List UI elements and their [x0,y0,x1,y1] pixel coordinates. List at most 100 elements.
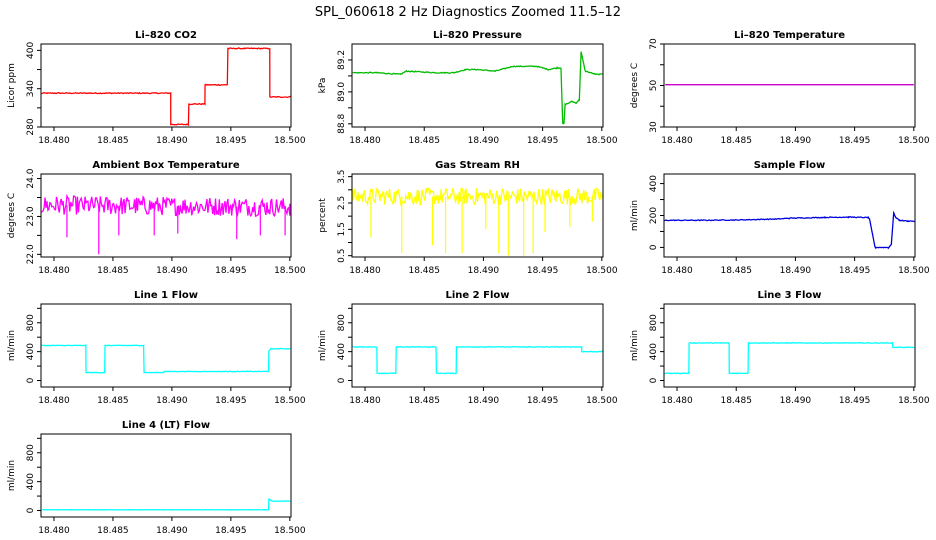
panel-title: Line 2 Flow [446,290,510,301]
x-tick-label: 18.490 [468,266,500,276]
plot-frame [663,303,916,388]
panel-title: Li–820 Temperature [734,30,845,41]
x-tick-label: 18.495 [215,136,247,146]
x-tick-label: 18.490 [468,396,500,406]
y-axis-label: degrees C [7,193,17,238]
y-tick-label: 0 [337,377,347,383]
x-tick-label: 18.485 [408,266,440,276]
panel-grid: Li–820 CO2 Licor ppm 18.480 18.485 18.490 18.… [7,30,930,536]
y-tick-label: 0 [26,377,36,383]
x-tick-label: 18.480 [38,526,70,536]
x-tick-label: 18.480 [38,266,70,276]
x-tick-label: 18.490 [156,526,188,536]
y-tick-label: 22.0 [26,244,36,264]
plot-frame [663,173,916,258]
series-line [352,345,603,375]
y-axis-label: ml/min [318,330,328,361]
x-tick-label: 18.490 [156,266,188,276]
y-tick-label: 23.0 [26,206,36,226]
x-tick-label: 18.480 [38,136,70,146]
y-axis-label: ml/min [7,330,17,361]
x-tick-label: 18.500 [274,266,306,276]
y-tick-label: 400 [26,343,36,360]
panel-title: Li–820 Pressure [433,30,522,41]
y-tick-label: 400 [649,175,659,192]
plot-frame [40,173,292,258]
plot-frame [663,43,916,128]
y-tick-label: 400 [649,343,659,360]
series-line [664,341,915,375]
x-tick-label: 18.500 [274,396,306,406]
x-tick-label: 18.485 [97,396,129,406]
figure-title: SPL_060618 2 Hz Diagnostics Zoomed 11.5–… [315,5,621,20]
y-axis-label: ml/min [630,330,640,361]
y-tick-label: 280 [26,118,36,135]
x-tick-label: 18.485 [97,526,129,536]
x-tick-label: 18.480 [661,266,693,276]
x-tick-label: 18.485 [408,136,440,146]
y-tick-label: 800 [337,314,347,331]
plot-frame [351,303,604,388]
y-axis-label: ml/min [630,200,640,231]
x-tick-label: 18.500 [586,266,618,276]
panel-title: Line 1 Flow [134,290,198,301]
series-line [42,498,291,511]
y-tick-label: 800 [26,314,36,331]
y-tick-label: 89.2 [337,50,347,70]
y-tick-label: 3.5 [337,169,347,183]
series-line [41,344,291,374]
plot-frame [351,43,604,128]
y-tick-label: 400 [337,343,347,360]
x-tick-label: 18.500 [898,266,930,276]
plot-frame [40,303,292,388]
y-tick-label: 340 [26,80,36,97]
panel-8: Line 2 Flow ml/min 18.480 18.485 18.490 18.49… [318,290,618,406]
y-tick-label: 2.5 [337,196,347,210]
y-tick-label: 0 [26,507,36,513]
y-tick-label: 1.5 [337,222,347,236]
panel-3: Li–820 Temperature degrees C 18.480 18.485 1… [630,30,930,146]
panel-title: Gas Stream RH [435,160,520,171]
series-line [41,47,291,127]
y-tick-label: 400 [26,473,36,490]
y-tick-label: 30 [649,121,659,133]
panel-4: Ambient Box Temperature degrees C 18.480 18… [7,160,306,276]
x-tick-label: 18.490 [156,396,188,406]
x-tick-label: 18.490 [780,136,812,146]
x-tick-label: 18.490 [156,136,188,146]
y-tick-label: 0 [649,377,659,383]
x-tick-label: 18.490 [780,396,812,406]
x-tick-label: 18.490 [468,136,500,146]
y-tick-label: 89.0 [337,82,347,102]
y-axis-label: kPa [318,78,328,94]
x-tick-label: 18.480 [349,136,381,146]
x-tick-label: 18.495 [839,396,871,406]
plot-frame [40,43,292,128]
y-tick-label: 0 [649,244,659,250]
plot-frame [351,173,604,258]
x-tick-label: 18.500 [586,396,618,406]
x-tick-label: 18.495 [527,396,559,406]
x-tick-label: 18.485 [408,396,440,406]
panel-title: Sample Flow [754,160,826,171]
panel-9: Line 3 Flow ml/min 18.480 18.485 18.490 18.49… [630,290,930,406]
panel-6: Sample Flow ml/min 18.480 18.485 18.490 18.49… [630,160,930,276]
y-tick-label: 400 [26,42,36,59]
y-axis-label: ml/min [7,460,17,491]
panel-10: Line 4 (LT) Flow ml/min 18.480 18.485 18.490… [7,420,306,536]
y-tick-label: 70 [649,38,659,50]
x-tick-label: 18.500 [898,396,930,406]
x-tick-label: 18.500 [586,136,618,146]
x-tick-label: 18.485 [97,136,129,146]
panel-7: Line 1 Flow ml/min 18.480 18.485 18.490 18.49… [7,290,306,406]
series-line [664,210,915,250]
x-tick-label: 18.500 [898,136,930,146]
x-tick-label: 18.495 [215,396,247,406]
panel-2: Li–820 Pressure kPa 18.480 18.485 18.490 18.4… [318,30,618,146]
y-tick-label: 200 [649,207,659,224]
x-tick-label: 18.490 [780,266,812,276]
x-tick-label: 18.480 [661,396,693,406]
x-tick-label: 18.485 [720,396,752,406]
y-axis-label: Licor ppm [7,63,17,108]
x-tick-label: 18.485 [720,266,752,276]
